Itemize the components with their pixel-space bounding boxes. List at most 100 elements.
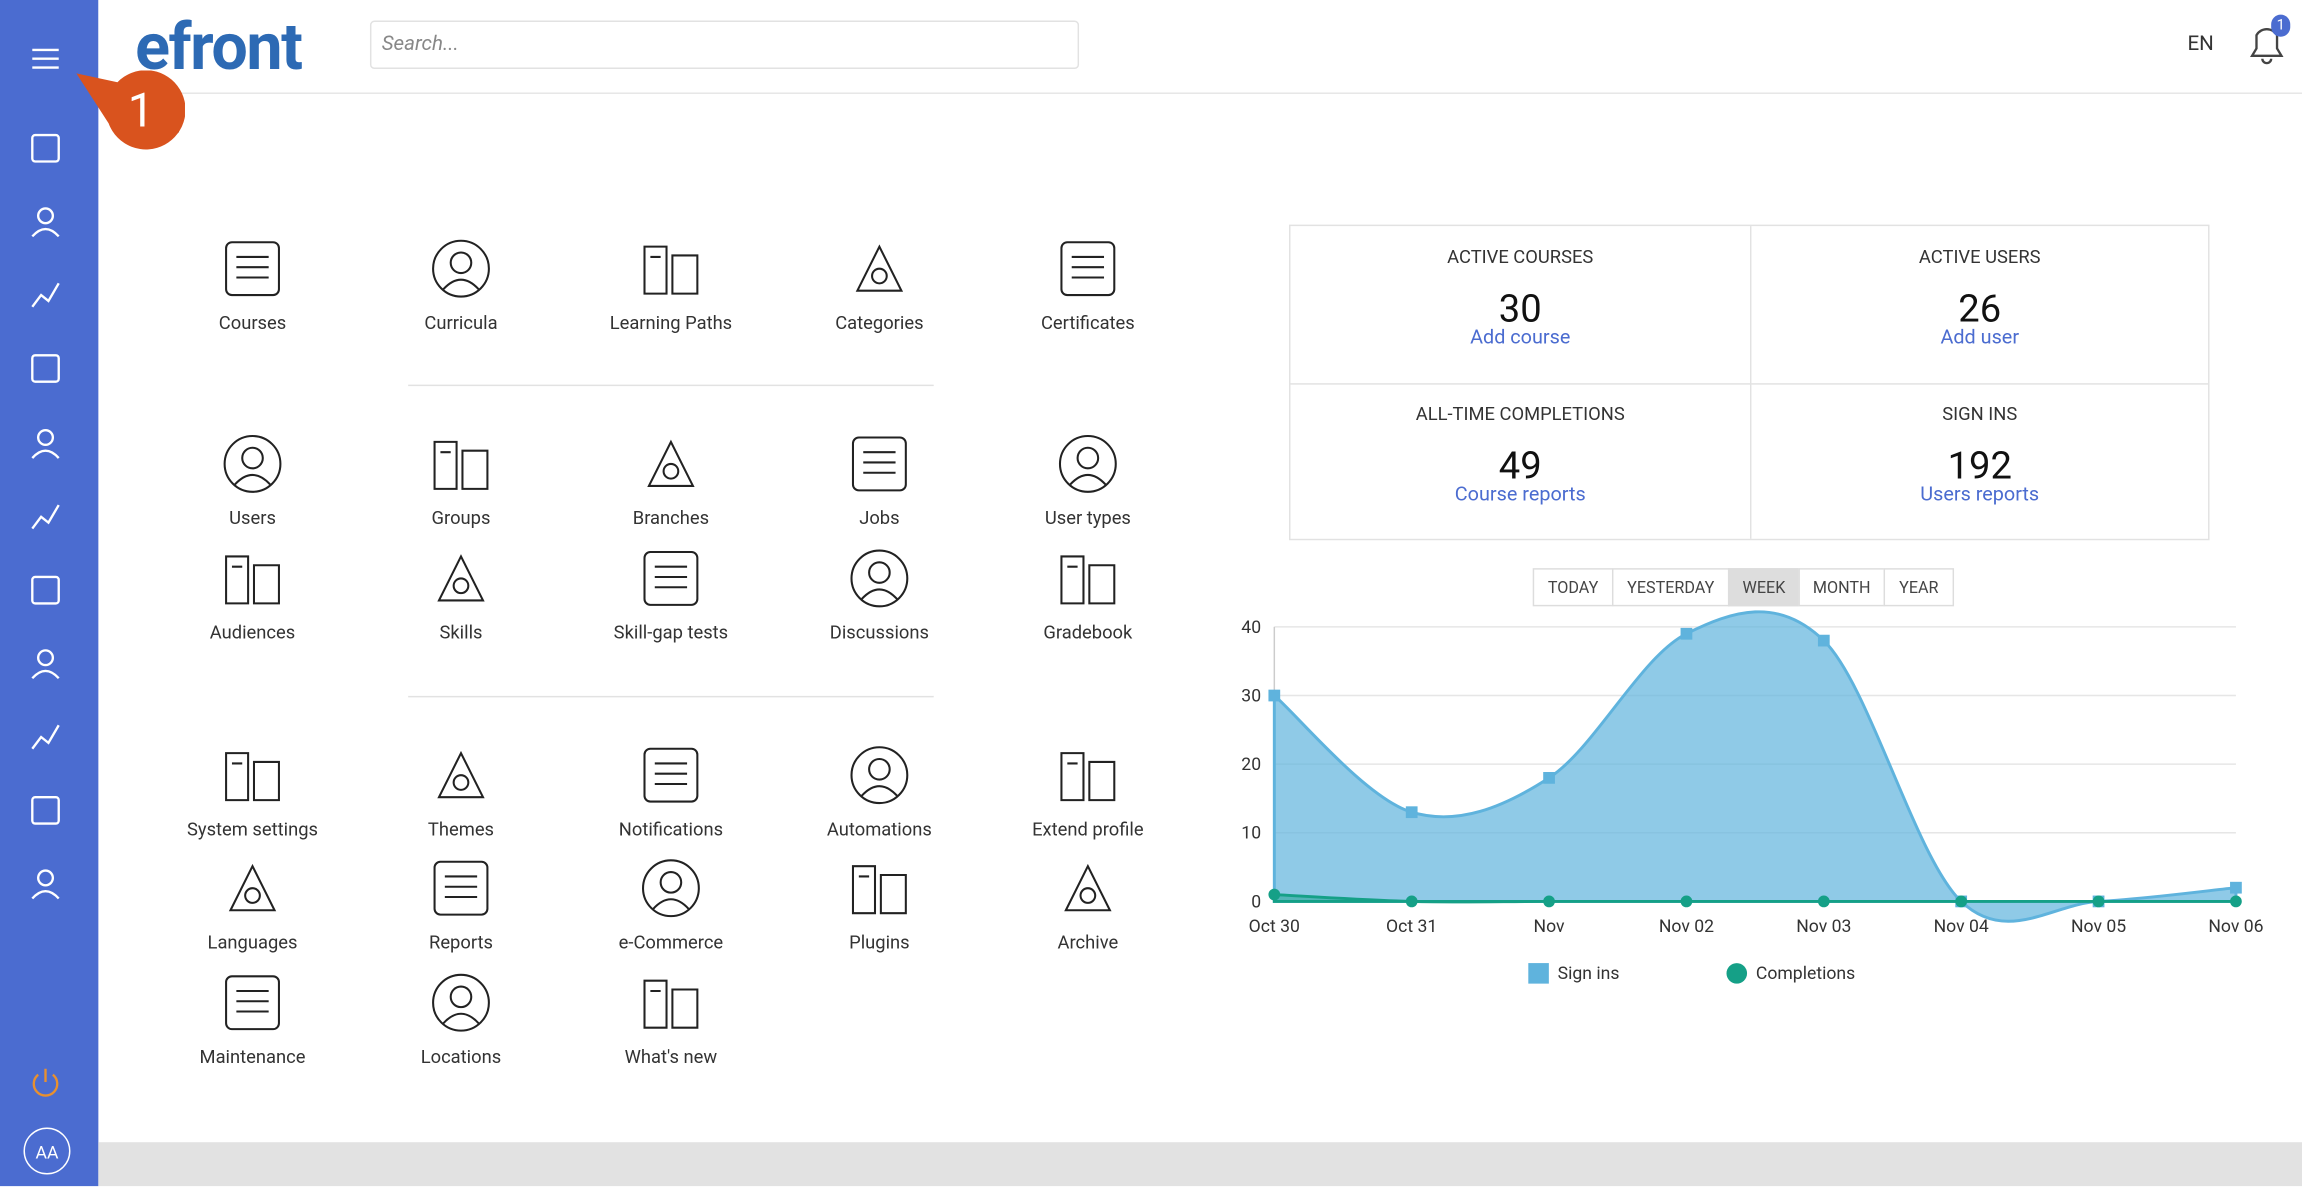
menu-icon[interactable] — [637, 854, 705, 922]
sidebar-icon — [31, 575, 60, 605]
menu-label[interactable]: Gradebook — [1043, 622, 1133, 645]
icon-drawing — [643, 245, 699, 295]
data-point — [1543, 772, 1555, 784]
menu-icon[interactable] — [637, 969, 705, 1037]
menu-label[interactable]: Maintenance — [199, 1046, 306, 1069]
menu-label[interactable]: Reports — [429, 932, 493, 955]
menu-label[interactable]: Themes — [427, 819, 495, 842]
sidebar-icon — [32, 48, 59, 69]
menu-icon[interactable] — [1054, 235, 1122, 303]
menu-label[interactable]: Locations — [420, 1046, 502, 1069]
menu-label[interactable]: Archive — [1057, 932, 1119, 955]
menu-label[interactable]: Extend profile — [1032, 819, 1144, 842]
icon-shape — [643, 245, 699, 295]
menu-icon[interactable] — [637, 545, 705, 613]
menu-icon[interactable] — [846, 235, 914, 303]
language[interactable]: EN — [2187, 32, 2214, 56]
sidebar-icon — [31, 282, 60, 308]
menu-icon[interactable] — [427, 741, 495, 809]
menu-label[interactable]: Courses — [218, 312, 287, 335]
menu-label[interactable]: Plugins — [849, 932, 910, 955]
menu-icon[interactable] — [846, 430, 914, 498]
data-point — [1680, 895, 1693, 908]
data-point — [1268, 689, 1281, 702]
menu-icon[interactable] — [219, 741, 287, 809]
menu-icon[interactable] — [427, 545, 495, 613]
stat-link[interactable]: Add course — [1470, 325, 1571, 350]
menu-label[interactable]: Discussions — [829, 622, 929, 645]
menu-label[interactable]: Jobs — [859, 507, 900, 530]
menu-icon[interactable] — [637, 741, 705, 809]
menu-icon[interactable] — [219, 235, 287, 303]
menu-icon[interactable] — [219, 854, 287, 922]
icon-drawing — [432, 239, 490, 298]
menu-label[interactable]: Categories — [835, 312, 924, 335]
range-button[interactable]: MONTH — [1798, 568, 1886, 607]
stat-value: 26 — [1958, 287, 2002, 332]
bell[interactable] — [2243, 15, 2296, 68]
menu-label[interactable]: Users — [229, 507, 276, 530]
icon-shape — [31, 724, 60, 750]
icon-shape — [36, 869, 55, 887]
menu-label[interactable]: Automations — [826, 819, 932, 842]
icon-drawing — [850, 746, 909, 805]
menu-label[interactable]: Skills — [439, 622, 483, 645]
menu-icon[interactable] — [427, 430, 495, 498]
menu-icon[interactable] — [846, 545, 914, 613]
menu-icon[interactable] — [427, 969, 495, 1037]
menu-icon[interactable] — [637, 430, 705, 498]
menu-label[interactable]: System settings — [187, 819, 319, 842]
stat-value: 192 — [1947, 444, 2012, 489]
avatar[interactable]: AA — [23, 1127, 71, 1175]
sidebar-icon — [31, 504, 60, 530]
menu-icon[interactable] — [427, 235, 495, 303]
bell-icon — [2250, 28, 2284, 65]
icon-shape — [855, 244, 904, 292]
menu-icon[interactable] — [427, 854, 495, 922]
menu-label[interactable]: Learning Paths — [609, 312, 733, 335]
menu-label[interactable]: Curricula — [424, 312, 498, 335]
menu-icon[interactable] — [1054, 430, 1122, 498]
menu-icon[interactable] — [637, 235, 705, 303]
icon-shape — [225, 555, 280, 605]
stat-link[interactable]: Users reports — [1920, 483, 2040, 507]
menu-icon[interactable] — [219, 430, 287, 498]
icon-drawing — [643, 979, 699, 1029]
menu-icon[interactable] — [1054, 854, 1122, 922]
logo[interactable]: efront — [135, 8, 303, 86]
menu-icon[interactable] — [846, 854, 914, 922]
y-tick-label: 40 — [1241, 618, 1261, 638]
stat-cell: ALL-TIME COMPLETIONS 49 Course reports — [1290, 383, 1750, 540]
menu-label[interactable]: Audiences — [209, 622, 296, 645]
menu-label[interactable]: Notifications — [618, 819, 724, 842]
menu-label[interactable]: e-Commerce — [618, 932, 724, 955]
icon-shape — [241, 446, 264, 470]
icon-shape — [643, 747, 699, 803]
menu-icon[interactable] — [219, 545, 287, 613]
icon-shape — [868, 561, 891, 584]
menu-label[interactable]: User types — [1044, 507, 1131, 530]
stat-value: 30 — [1498, 287, 1542, 332]
menu-label[interactable]: Certificates — [1040, 312, 1135, 335]
menu-label[interactable]: Branches — [632, 507, 710, 530]
menu-label[interactable]: Languages — [207, 932, 298, 955]
icon-shape — [225, 241, 280, 297]
range-button[interactable]: YEAR — [1883, 568, 1955, 607]
search-box[interactable]: Search... — [369, 20, 1080, 70]
menu-icon[interactable] — [846, 741, 914, 809]
stat-link[interactable]: Add user — [1940, 325, 2020, 350]
menu-icon[interactable] — [1054, 545, 1122, 613]
stat-link[interactable]: Course reports — [1454, 483, 1586, 507]
range-button[interactable]: YESTERDAY — [1611, 568, 1730, 607]
icon-drawing — [225, 975, 280, 1031]
menu-label[interactable]: Groups — [431, 507, 491, 530]
menu-icon[interactable] — [1054, 741, 1122, 809]
icon-drawing — [437, 750, 485, 799]
icon-shape — [31, 575, 60, 605]
icon-shape — [861, 785, 898, 797]
sidebar: AA — [0, 0, 99, 1187]
menu-icon[interactable] — [219, 969, 287, 1037]
menu-label[interactable]: What's new — [624, 1046, 718, 1069]
menu-label[interactable]: Skill-gap tests — [613, 622, 729, 645]
